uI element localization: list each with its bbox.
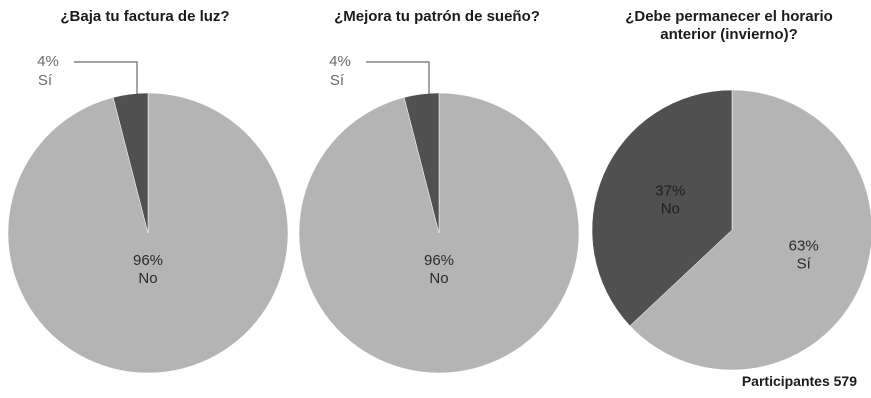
slice-value-label: 63% (789, 238, 819, 255)
chart-title-line-1: ¿Debe permanecer el horario (625, 8, 833, 25)
pie-panel-factura-luz: ¿Baja tu factura de luz? 96% No 4% Sí (0, 0, 290, 398)
pie-slice-si (403, 92, 440, 234)
leader-line (366, 61, 430, 94)
pie-slice-no (591, 89, 733, 327)
slice-category-label: Sí (38, 72, 53, 89)
chart-title-text: ¿Mejora tu patrón de sueño? (334, 8, 540, 25)
slice-category-label: No (661, 200, 680, 217)
slice-category-label: Sí (330, 72, 345, 89)
participants-count: Participantes 579 (741, 373, 857, 389)
pie-chart-factura-luz: 96%No 4% Sí (7, 53, 289, 374)
slice-value-label: 96% (424, 252, 454, 269)
pie-chart-horario-anterior: 37%No 63%Sí (591, 89, 871, 371)
pie-panel-horario-anterior: ¿Debe permanecer el horario anterior (in… (584, 0, 871, 398)
pie-panel-patron-sueno: ¿Mejora tu patrón de sueño? 96% No 4% Sí (292, 0, 582, 398)
slice-category-label: Sí (797, 256, 812, 273)
chart-title-text: ¿Baja tu factura de luz? (60, 8, 230, 25)
slice-value-label: 37% (655, 182, 685, 199)
pie-slice-si (112, 92, 149, 234)
slice-value-label: 4% (329, 53, 351, 70)
pie-slice-si (629, 89, 871, 371)
leader-line (74, 61, 138, 94)
chart-title: ¿Debe permanecer el horario anterior (in… (584, 8, 871, 44)
chart-title-line-2: anterior (invierno)? (660, 26, 798, 43)
slice-category-label: No (138, 270, 157, 287)
pie-chart-patron-sueno: 96%No 4% Sí (298, 53, 580, 374)
slice-value-label: 96% (133, 252, 163, 269)
chart-title: ¿Mejora tu patrón de sueño? (292, 8, 582, 26)
slice-value-label: 4% (37, 53, 59, 70)
chart-title: ¿Baja tu factura de luz? (0, 8, 290, 26)
slice-category-label: No (429, 270, 448, 287)
